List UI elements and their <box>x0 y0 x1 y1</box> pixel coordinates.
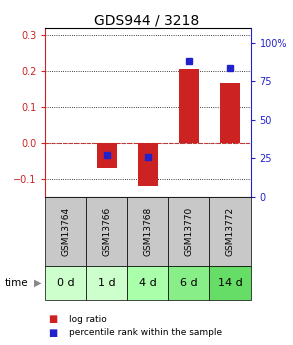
Text: percentile rank within the sample: percentile rank within the sample <box>69 328 222 337</box>
Bar <box>97 143 117 168</box>
Text: GSM13770: GSM13770 <box>185 207 193 256</box>
Bar <box>86 197 127 266</box>
Bar <box>127 197 168 266</box>
Bar <box>209 266 251 300</box>
Text: 4 d: 4 d <box>139 278 157 288</box>
Bar <box>45 197 86 266</box>
Text: 6 d: 6 d <box>180 278 198 288</box>
Bar <box>168 197 209 266</box>
Text: GSM13772: GSM13772 <box>226 207 234 256</box>
Bar <box>209 197 251 266</box>
Text: 0 d: 0 d <box>57 278 75 288</box>
Text: log ratio: log ratio <box>69 315 107 324</box>
Bar <box>45 266 86 300</box>
Text: 1 d: 1 d <box>98 278 116 288</box>
Text: GSM13768: GSM13768 <box>144 207 152 256</box>
Text: ■: ■ <box>48 314 58 324</box>
Text: GSM13764: GSM13764 <box>62 207 70 256</box>
Bar <box>168 266 209 300</box>
Text: ■: ■ <box>48 328 58 338</box>
Bar <box>86 266 127 300</box>
Text: ▶: ▶ <box>34 278 41 288</box>
Text: GSM13766: GSM13766 <box>103 207 111 256</box>
Bar <box>220 83 240 143</box>
Text: 14 d: 14 d <box>218 278 242 288</box>
Text: time: time <box>4 278 28 288</box>
Text: GDS944 / 3218: GDS944 / 3218 <box>94 14 199 28</box>
Bar <box>179 69 199 143</box>
Bar <box>127 266 168 300</box>
Bar <box>138 143 158 186</box>
